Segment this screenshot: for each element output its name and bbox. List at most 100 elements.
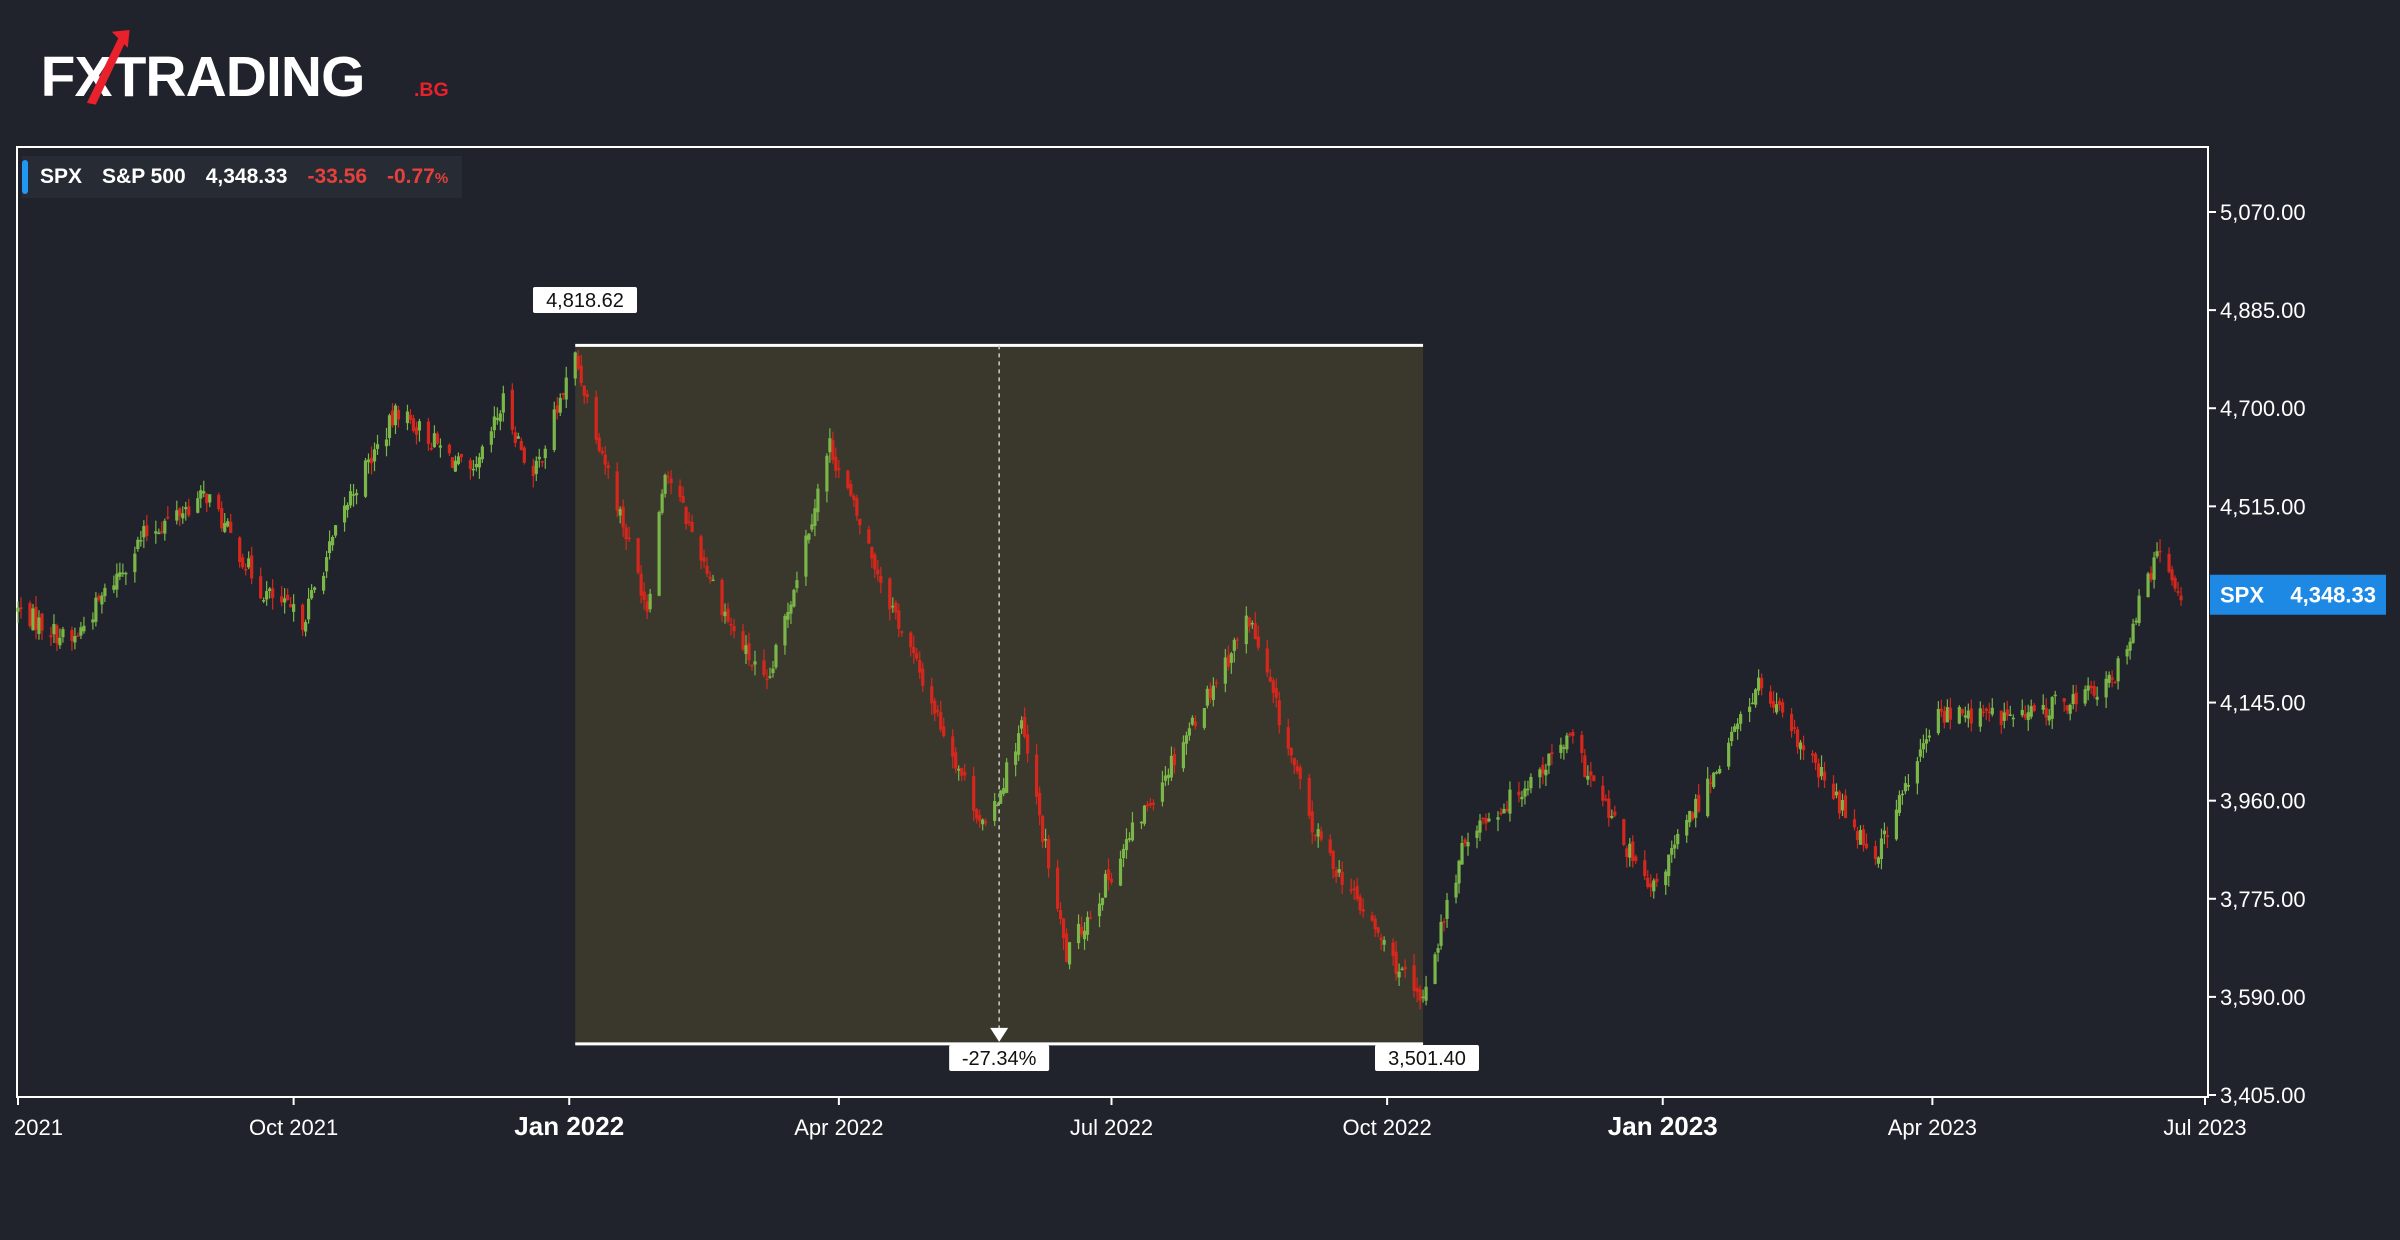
candle-body	[1915, 761, 1919, 784]
candle-body	[753, 661, 757, 665]
candle-body	[1855, 831, 1860, 841]
candle-body	[699, 536, 703, 561]
candle-body	[2020, 709, 2024, 716]
candle-body	[429, 447, 434, 450]
candle-body	[1436, 948, 1440, 953]
candle-body	[369, 457, 374, 464]
candle-body	[498, 413, 502, 422]
candle-body	[1730, 731, 1734, 742]
candle-body	[579, 365, 583, 384]
candle-body	[312, 587, 317, 590]
candle-body	[540, 461, 544, 463]
candle-body	[112, 585, 116, 590]
candle-body	[1460, 843, 1464, 865]
candle-body	[387, 415, 392, 439]
candle-body	[1697, 794, 1701, 812]
symbol-legend[interactable]: SPX S&P 500 4,348.33 -33.56 -0.77%	[22, 156, 463, 198]
candle-body	[2170, 569, 2174, 581]
candle-body	[1202, 707, 1206, 728]
candle-body	[1816, 763, 1821, 778]
candle-body	[1523, 788, 1527, 797]
legend-name: S&P 500	[102, 165, 186, 188]
candle-body	[774, 644, 778, 668]
candle-body	[1589, 771, 1593, 776]
candle-body	[1313, 834, 1317, 837]
candle-body	[55, 625, 59, 644]
candle-body	[1544, 769, 1548, 776]
candle-body	[1559, 744, 1563, 753]
candle-body	[810, 524, 814, 530]
candle-body	[732, 626, 736, 632]
candle-body	[1948, 707, 1952, 720]
candle-body	[1942, 711, 1946, 723]
candle-body	[1879, 838, 1884, 859]
candle-body	[1187, 728, 1191, 736]
fxtrading-logo: FXTRADING .BG	[41, 30, 449, 109]
candle-body	[76, 635, 80, 637]
candle-body	[1571, 732, 1575, 736]
candle-body	[642, 591, 646, 601]
candle-body	[1664, 871, 1668, 886]
candle-body	[1211, 685, 1215, 700]
candle-body	[1439, 921, 1443, 946]
candle-body	[1960, 709, 1964, 714]
candle-body	[744, 645, 748, 654]
candle-body	[1987, 711, 1991, 714]
x-tick-label: 2021	[14, 1115, 63, 1140]
candle-body	[489, 431, 493, 445]
candle-body	[705, 565, 709, 574]
candle-body	[678, 485, 682, 498]
candle-body	[61, 629, 65, 638]
candle-body	[873, 554, 877, 570]
candle-body	[327, 541, 332, 553]
y-tick-label: 4,700.00	[2220, 396, 2306, 421]
candle-body	[510, 389, 514, 430]
legend-symbol: SPX	[40, 165, 83, 188]
candle-body	[1897, 795, 1902, 814]
candle-body	[124, 572, 128, 575]
candle-body	[1777, 700, 1782, 705]
candle-body	[480, 446, 484, 460]
candle-body	[1831, 783, 1836, 799]
candle-body	[1373, 918, 1377, 930]
candle-body	[1295, 766, 1299, 772]
candle-body	[1646, 877, 1650, 887]
candle-body	[417, 421, 422, 431]
candle-body	[2152, 557, 2156, 580]
measure-range-box[interactable]	[575, 345, 1424, 1044]
x-tick-label: Apr 2023	[1888, 1115, 1977, 1140]
candle-body	[100, 595, 104, 605]
candle-body	[951, 736, 955, 757]
candle-body	[453, 460, 457, 472]
candle-body	[1079, 926, 1084, 935]
candle-body	[606, 465, 610, 469]
candle-body	[2137, 595, 2141, 624]
candle-body	[1924, 739, 1928, 744]
candle-body	[166, 516, 170, 519]
measure-tool[interactable]	[575, 343, 1424, 1046]
measure-change-label-bg	[949, 1045, 1050, 1071]
candle-body	[1876, 857, 1881, 864]
candle-body	[1484, 818, 1488, 824]
candle-body	[309, 590, 314, 599]
candle-body	[2041, 704, 2045, 710]
candle-body	[1715, 772, 1719, 774]
candle-body	[1139, 821, 1144, 824]
candle-body	[918, 660, 922, 673]
candle-body	[762, 660, 766, 676]
candle-body	[984, 821, 988, 824]
candle-body	[396, 409, 401, 420]
candle-body	[411, 418, 416, 431]
price-badge-value: 4,348.33	[2290, 583, 2376, 608]
candle-body	[1873, 846, 1878, 860]
candle-body	[933, 700, 937, 714]
candle-body	[1789, 713, 1794, 732]
candle-body	[2062, 698, 2066, 702]
candle-body	[1382, 940, 1386, 945]
candle-body	[639, 573, 643, 596]
candle-body	[1334, 870, 1338, 877]
candle-body	[1667, 854, 1671, 876]
candle-body	[1963, 715, 1967, 718]
candle-body	[792, 589, 796, 607]
